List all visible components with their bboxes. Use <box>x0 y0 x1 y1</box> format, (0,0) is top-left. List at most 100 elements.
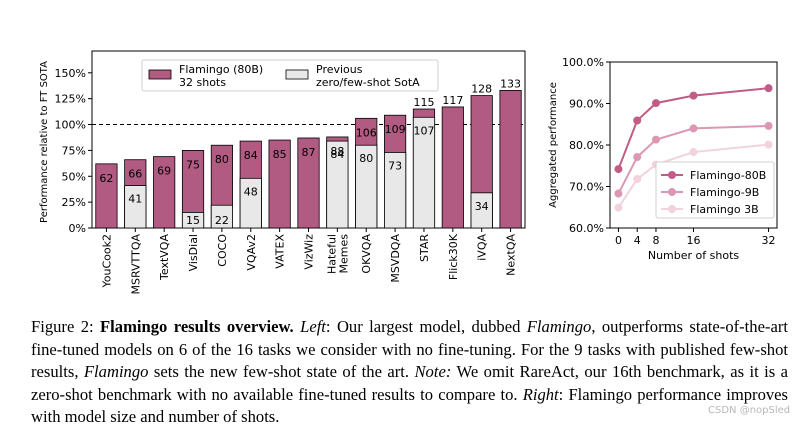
series-point-2 <box>689 124 698 133</box>
legend-label-2: Flamingo-9B <box>690 186 759 199</box>
bar-y-tick-label: 25% <box>62 196 86 209</box>
caption-label: Figure 2: <box>31 317 94 336</box>
line-x-tick-label: 8 <box>652 234 659 247</box>
flamingo-value-label: 87 <box>302 146 316 159</box>
flamingo-value-label: 62 <box>99 172 113 185</box>
series-point-3 <box>764 140 773 149</box>
caption-text-1: : Our largest model, dubbed <box>325 317 527 336</box>
bar-category-label: VisDial <box>187 234 200 271</box>
legend-label-3: Flamingo 3B <box>690 203 759 216</box>
line-x-tick-label: 32 <box>762 234 776 247</box>
caption-left-label: Left <box>300 317 326 336</box>
flamingo-value-label: 88 <box>330 145 344 158</box>
line-y-tick-label: 60.0% <box>569 222 604 235</box>
line-x-tick-label: 16 <box>687 234 701 247</box>
series-point-1 <box>689 91 698 100</box>
bar-y-tick-label: 100% <box>55 119 86 132</box>
previous-value-label: 34 <box>475 200 489 213</box>
bar-category-label: iVQA <box>476 234 489 261</box>
flamingo-value-label: 66 <box>128 168 142 181</box>
line-y-tick-label: 90.0% <box>569 98 604 111</box>
series-point-1 <box>651 99 660 108</box>
previous-value-label: 80 <box>359 152 373 165</box>
flamingo-value-label: 80 <box>215 153 229 166</box>
previous-value-label: 73 <box>388 159 402 172</box>
line-x-tick-label: 0 <box>615 234 622 247</box>
series-point-3 <box>689 148 698 157</box>
caption-right-label: Right <box>522 384 559 404</box>
legend-marker-3 <box>668 205 676 213</box>
bar-category-label: VizWiz <box>303 234 316 270</box>
bar-category-label: MSRVTTQA <box>129 234 142 295</box>
caption-text-5: : Flamingo performance improves with mod… <box>31 384 788 427</box>
caption-note-label: Note: <box>414 362 452 382</box>
flamingo-value-label: 69 <box>157 165 171 178</box>
line-x-tick-label: 4 <box>634 234 641 247</box>
previous-value-label: 15 <box>186 214 200 227</box>
previous-value-label: 84 <box>330 148 344 161</box>
line-x-axis-label: Number of shots <box>648 249 740 262</box>
previous-value-label: 41 <box>128 193 142 206</box>
line-y-axis-label: Aggregated performance <box>548 82 559 208</box>
legend-marker-1 <box>668 171 676 179</box>
flamingo-value-label: 85 <box>273 148 287 161</box>
bar-category-label: VATEX <box>274 234 287 269</box>
bar-y-tick-label: 0% <box>69 222 86 235</box>
bar-legend: Flamingo (80B)32 shots Previouszero/few-s… <box>141 59 439 92</box>
bar-category-label: Flick30K <box>447 233 460 280</box>
series-point-2 <box>651 135 660 144</box>
flamingo-bar <box>499 89 522 229</box>
bar-y-tick-label: 50% <box>62 170 86 183</box>
legend-label-1: Flamingo-80B <box>690 169 766 182</box>
series-point-3 <box>614 203 623 212</box>
flamingo-value-label: 84 <box>244 149 258 162</box>
line-legend-box <box>655 161 775 219</box>
legend-label-flamingo: Flamingo (80B) <box>179 63 263 76</box>
previous-value-label: 48 <box>244 185 258 198</box>
flamingo-value-label: 117 <box>442 94 463 107</box>
bar-category-label: Memes <box>337 234 350 274</box>
bar-category-label: TextVQA <box>158 234 171 281</box>
bar-category-label: Hateful <box>325 234 338 274</box>
series-point-1 <box>614 165 623 174</box>
bar-category-label: NextQA <box>505 234 518 276</box>
legend-swatch-flamingo <box>148 69 172 80</box>
line-y-tick-label: 100.0% <box>562 56 604 69</box>
line-y-tick-label: 80.0% <box>569 139 604 152</box>
caption-title: Flamingo results overview. <box>100 317 294 336</box>
series-point-1 <box>633 116 642 125</box>
bar-category-label: VQAv2 <box>245 234 258 271</box>
bar-y-tick-label: 75% <box>62 144 86 157</box>
bar-category-label: MSVDQA <box>389 234 402 283</box>
legend-label-flamingo-shots: 32 shots <box>179 76 226 89</box>
flamingo-value-label: 115 <box>413 96 434 109</box>
legend-label-previous: Previous <box>316 63 363 76</box>
previous-value-label: 107 <box>413 124 434 137</box>
series-point-2 <box>633 153 642 162</box>
bar-y-axis-label: Performance relative to FT SOTA <box>39 61 50 223</box>
flamingo-value-label: 106 <box>356 126 377 139</box>
bar-category-label: COCO <box>216 234 229 267</box>
watermark: CSDN @nopSled <box>708 405 791 416</box>
legend-label-previous-sota: zero/few-shot SotA <box>316 76 420 89</box>
caption-flamingo-1: Flamingo <box>526 317 592 336</box>
caption-text-4: We omit RareAct, our 16th benchmark, as … <box>31 362 789 404</box>
bar-category-label: YouCook2 <box>100 234 113 288</box>
bar-category-label: OKVQA <box>360 234 373 274</box>
bar-chart: 0% 25% 50% 75% 100% 125% 150% Performance relat… <box>39 50 526 295</box>
series-point-2 <box>764 121 773 130</box>
flamingo-bar <box>441 106 464 229</box>
line-chart: 60.0% 70.0% 80.0% 90.0% 100.0% 0 4 8 16 32 Number … <box>548 56 778 262</box>
flamingo-value-label: 128 <box>471 83 492 96</box>
caption-text-3: sets the new few-shot state of the art. <box>148 362 415 382</box>
line-legend: Flamingo-80B Flamingo-9B Flamingo 3B <box>655 161 775 219</box>
series-point-1 <box>764 84 773 93</box>
caption-text-2: , outperforms state-of-the-art fine-tune… <box>31 317 788 382</box>
legend-swatch-previous <box>285 69 309 80</box>
flamingo-value-label: 133 <box>500 77 521 90</box>
line-y-tick-label: 70.0% <box>569 181 604 194</box>
series-point-3 <box>633 175 642 184</box>
previous-value-label: 22 <box>215 214 229 227</box>
figure-area: 0% 25% 50% 75% 100% 125% 150% Performance relat… <box>39 50 778 295</box>
series-point-2 <box>614 189 623 198</box>
